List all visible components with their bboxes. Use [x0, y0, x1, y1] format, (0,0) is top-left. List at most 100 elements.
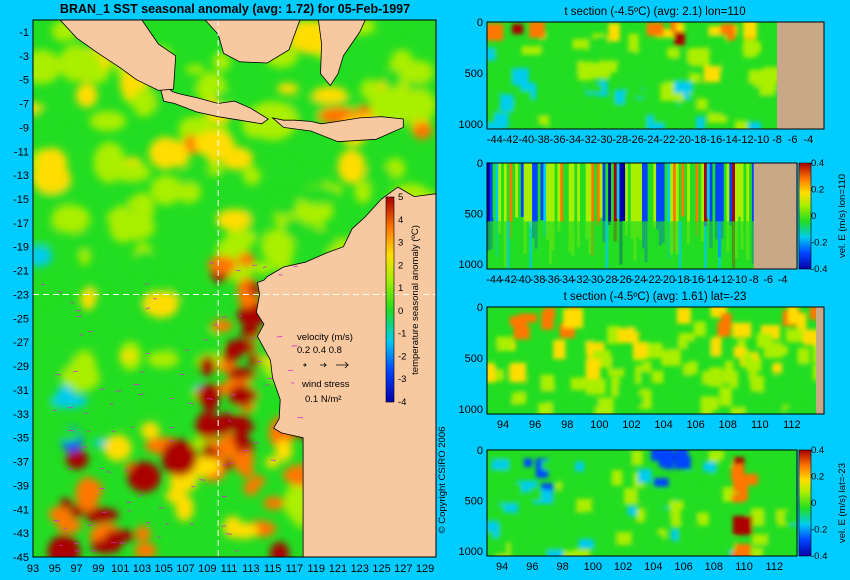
- velocity-column: [501, 163, 505, 231]
- anomaly-patch: [207, 256, 238, 274]
- anomaly-patch: [307, 105, 323, 114]
- section-patch: [710, 307, 727, 318]
- wind-vector: [144, 283, 149, 285]
- section-patch: [719, 386, 732, 406]
- anomaly-patch: [265, 456, 280, 469]
- section-patch: [691, 81, 703, 96]
- velocity-column-deep: [647, 221, 651, 269]
- section-y-tick-label: 0: [477, 445, 483, 457]
- section-patch: [512, 392, 526, 405]
- section-y-tick-label: 0: [477, 158, 483, 170]
- section-patch: [643, 361, 652, 374]
- anomaly-patch: [364, 165, 393, 186]
- anomaly-patch: [385, 24, 404, 36]
- section-y-tick-label: 1000: [459, 546, 483, 558]
- velocity-column: [658, 163, 663, 246]
- section-patch: [794, 366, 808, 377]
- wind-legend-title: wind stress: [301, 379, 350, 390]
- panel3-field: [487, 307, 824, 414]
- section-x-tick-label: -20: [675, 134, 691, 146]
- section-patch: [742, 395, 752, 414]
- velocity-column-deep: [627, 221, 632, 269]
- section-patch: [765, 467, 779, 487]
- anomaly-patch: [275, 439, 293, 462]
- velocity-column: [599, 163, 604, 218]
- anomaly-patch: [225, 228, 256, 249]
- velocity-column-deep: [695, 221, 699, 269]
- section-patch: [644, 533, 664, 544]
- map-colorbar-tick: -1: [398, 329, 406, 340]
- velocity-column-deep: [687, 221, 691, 269]
- section-x-tick-label: -28: [612, 134, 628, 146]
- anomaly-patch: [149, 390, 173, 413]
- panel4-colorbar-label: vel. E (m/s) lat=-23: [837, 463, 848, 543]
- anomaly-patch: [132, 88, 156, 117]
- map-y-tick-label: -41: [13, 504, 29, 516]
- velocity-column-deep: [667, 221, 671, 269]
- velocity-column: [509, 163, 513, 239]
- wind-vector: [138, 495, 143, 497]
- section-patch: [751, 508, 764, 526]
- velocity-column: [551, 163, 556, 251]
- velocity-column: [532, 163, 536, 239]
- velocity-column: [723, 163, 728, 263]
- velocity-column: [526, 163, 530, 223]
- anomaly-patch: [51, 204, 91, 234]
- section-x-tick-label: -44: [486, 274, 502, 286]
- section-patch: [555, 530, 573, 543]
- velocity-column: [574, 163, 578, 234]
- anomaly-patch: [88, 330, 111, 348]
- java-island: [157, 78, 270, 125]
- section-patch: [742, 352, 754, 367]
- section-x-tick-label: -12: [717, 274, 733, 286]
- section-patch: [715, 93, 730, 112]
- velocity-column-deep: [487, 221, 491, 269]
- panel4-y-ticks: 0 500 1000: [459, 445, 483, 558]
- section-patch: [541, 460, 554, 471]
- anomaly-patch: [119, 351, 137, 361]
- map-colorbar: 5 4 3 2 1 0 -1 -2 -3 -4 temperature seasonal anom…: [385, 192, 421, 408]
- velocity-column-deep: [625, 221, 629, 269]
- velocity-column-deep: [546, 221, 550, 269]
- section-patch: [509, 362, 527, 383]
- velocity-column: [492, 163, 496, 219]
- velocity-column: [718, 163, 722, 258]
- section-patch: [489, 78, 501, 94]
- wind-vector: [199, 479, 205, 481]
- section-patch: [796, 313, 807, 330]
- section-patch: [487, 450, 501, 457]
- section-x-tick-label: -20: [659, 274, 675, 286]
- anomaly-patch: [146, 351, 180, 368]
- velocity-column-deep: [704, 221, 708, 269]
- section-x-tick-label: -42: [501, 274, 517, 286]
- section-patch: [625, 85, 643, 97]
- section-y-tick-label: 1000: [459, 404, 483, 416]
- anomaly-patch: [33, 246, 53, 267]
- section-patch: [608, 23, 620, 42]
- section-patch: [521, 537, 540, 548]
- velocity-column: [591, 163, 595, 256]
- velocity-column: [577, 163, 581, 248]
- map-x-tick-label: 125: [372, 563, 390, 575]
- anomaly-patch: [185, 64, 205, 74]
- section-patch: [594, 397, 614, 414]
- section-patch: [618, 50, 636, 66]
- wind-legend-value: 0.1 N/m²: [305, 394, 341, 405]
- anomaly-patch: [108, 395, 137, 426]
- velocity-column-deep: [681, 221, 685, 269]
- section-patch: [595, 36, 608, 55]
- anomaly-patch: [238, 252, 255, 267]
- wind-vector: [252, 264, 257, 266]
- section-patch: [598, 536, 612, 552]
- anomaly-patch: [271, 240, 293, 273]
- wind-vector: [221, 316, 227, 318]
- section-patch: [552, 513, 564, 530]
- section-patch: [748, 86, 761, 105]
- anomaly-patch: [47, 534, 81, 557]
- section-patch: [676, 22, 685, 36]
- velocity-column-deep: [729, 221, 733, 269]
- wind-vector: [206, 397, 213, 400]
- section-patch: [610, 377, 620, 397]
- wind-vector: [87, 330, 93, 333]
- section-patch: [585, 378, 606, 395]
